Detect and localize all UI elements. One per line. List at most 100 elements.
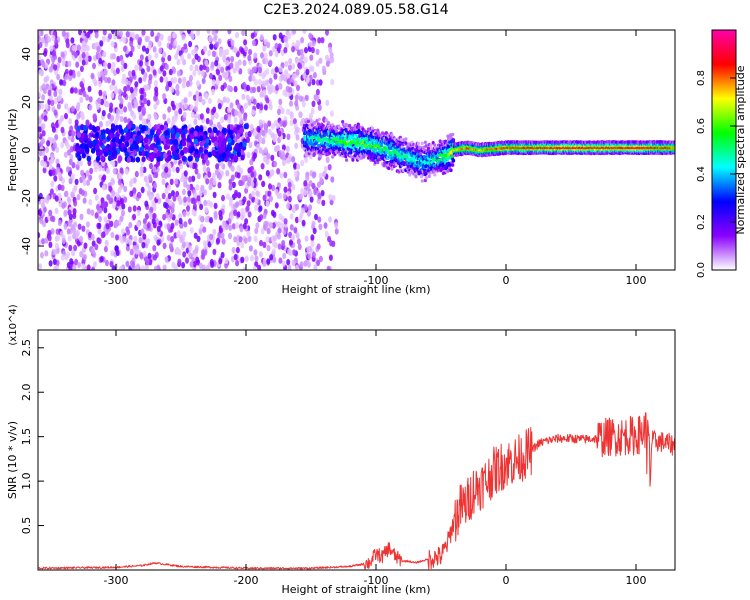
- spectrogram-cell: [285, 145, 290, 152]
- spectrogram-cell: [53, 142, 57, 149]
- spectrogram-cell: [124, 78, 129, 85]
- spectrogram-cell: [272, 34, 277, 41]
- spectrogram-cell: [271, 248, 276, 255]
- spectrogram-cell: [304, 235, 309, 242]
- spectrogram-cell: [253, 249, 258, 256]
- spectrogram-cell: [152, 166, 157, 173]
- spectrogram-cell: [306, 210, 311, 217]
- spectrogram-cell: [330, 56, 335, 64]
- spectrogram-cell: [130, 178, 134, 185]
- spectrogram-cell: [295, 134, 300, 141]
- spectrogram-cell: [141, 118, 146, 125]
- spectrogram-cell: [289, 213, 294, 220]
- spectrogram-cell: [233, 116, 238, 124]
- spectrogram-cell: [263, 52, 268, 60]
- spectrogram-cell: [138, 114, 143, 121]
- spectrogram-cell: [234, 143, 239, 150]
- spectrogram-cell: [112, 168, 117, 175]
- spectrogram-cell: [233, 236, 238, 243]
- spectrogram-cell: [277, 130, 282, 137]
- spectrogram-cell: [423, 140, 427, 145]
- spectrogram-cell: [111, 30, 115, 35]
- spectrogram-cell: [183, 181, 187, 188]
- spectrogram-cell: [289, 119, 294, 127]
- spectrogram-cell: [299, 48, 304, 56]
- spectrogram-cell: [445, 141, 449, 146]
- spectrogram-cell: [198, 95, 203, 103]
- spectrogram-cell: [424, 171, 428, 176]
- spectrogram-cell: [200, 70, 205, 77]
- spectrogram-cell: [156, 225, 161, 232]
- spectrogram-cell: [136, 130, 142, 137]
- spectrogram-cell: [123, 45, 127, 53]
- spectrogram-cell: [120, 135, 126, 142]
- spectrogram-cell: [203, 199, 208, 207]
- spectrogram-cell: [157, 40, 162, 47]
- spectrogram-cell: [140, 87, 145, 95]
- spectrogram-cell: [145, 47, 150, 55]
- spectrogram-cell: [83, 242, 88, 249]
- spectrogram-cell: [147, 252, 152, 260]
- spectrogram-cell: [178, 213, 183, 220]
- spectrogram-cell: [292, 30, 297, 35]
- spectrogram-cell: [131, 93, 136, 100]
- spectrogram-cell: [278, 82, 283, 90]
- spectrogram-cell: [254, 255, 259, 262]
- spectrogram-cell: [444, 169, 448, 173]
- spectrogram-cell: [109, 102, 114, 109]
- spectrogram-cell: [129, 190, 134, 197]
- spectrogram-cell: [85, 169, 90, 177]
- spectrogram-cell: [296, 84, 300, 92]
- spectrogram-cell: [296, 238, 301, 245]
- spectrogram-cell: [181, 262, 186, 269]
- spectrogram-cell: [225, 193, 230, 200]
- spectrogram-cell: [275, 122, 280, 129]
- spectrogram-cell: [220, 84, 225, 92]
- spectrogram-cell: [218, 210, 223, 217]
- spectrogram-cell: [38, 209, 43, 217]
- spectrogram-cell: [47, 89, 52, 97]
- spectrogram-cell: [171, 190, 175, 197]
- spectrogram-cell: [325, 60, 330, 67]
- spectrogram-cell: [158, 47, 163, 54]
- spectrogram-cell: [288, 58, 293, 65]
- spectrogram-cell: [79, 148, 85, 155]
- spectrogram-cell: [124, 151, 130, 158]
- spectrogram-cell: [268, 77, 273, 85]
- spectrogram-cell: [202, 240, 207, 247]
- spectrogram-cell: [39, 218, 44, 225]
- spectrogram-cell: [246, 151, 251, 159]
- spectrogram-cell: [104, 146, 109, 153]
- spectrogram-cell: [38, 69, 43, 76]
- spectrogram-cell: [278, 192, 283, 200]
- spectrogram-cell: [81, 174, 86, 182]
- spectrogram-cell: [123, 185, 128, 193]
- spectrogram-cell: [199, 113, 204, 120]
- spectrogram-cell: [304, 94, 309, 102]
- spectrogram-cell: [269, 195, 273, 202]
- spectrogram-cell: [328, 46, 333, 53]
- spectrogram-cell: [221, 127, 227, 134]
- spectrogram-cell: [147, 174, 152, 181]
- spectrogram-cell: [229, 62, 234, 69]
- spectrogram-cell: [165, 138, 170, 145]
- spectrogram-cell: [170, 100, 175, 108]
- spectrogram-cell: [41, 130, 46, 137]
- spectrogram-cell: [188, 245, 193, 252]
- spectrogram-cell: [51, 34, 56, 42]
- spectrogram-cell: [166, 234, 171, 242]
- spectrogram-cell: [264, 220, 269, 228]
- spectrogram-cell: [192, 70, 197, 77]
- spectrogram-cell: [56, 103, 61, 110]
- spectrogram-cell: [287, 264, 292, 270]
- spectrogram-cell: [73, 244, 78, 252]
- spectrogram-cell: [182, 251, 187, 258]
- spectrogram-cell: [390, 156, 394, 160]
- spectrogram-cell: [151, 218, 156, 225]
- spectrogram-cell: [213, 210, 218, 218]
- spectrogram-cell: [107, 77, 111, 84]
- spectrogram-cell: [209, 258, 214, 266]
- spectrogram-cell: [154, 171, 159, 178]
- spectrogram-cell: [330, 78, 335, 86]
